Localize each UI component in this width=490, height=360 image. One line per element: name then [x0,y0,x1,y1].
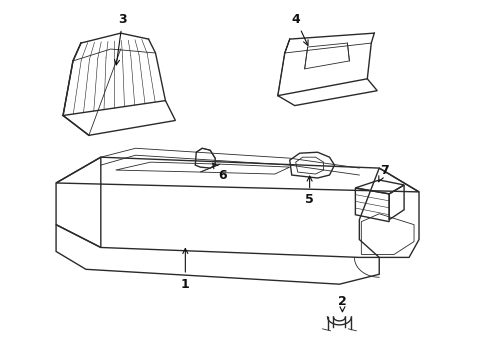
Text: 5: 5 [305,176,314,206]
Text: 6: 6 [213,163,226,181]
Text: 7: 7 [379,163,389,182]
Text: 4: 4 [292,13,308,45]
Text: 2: 2 [338,294,347,312]
Text: 1: 1 [181,248,190,291]
Text: 3: 3 [115,13,127,65]
